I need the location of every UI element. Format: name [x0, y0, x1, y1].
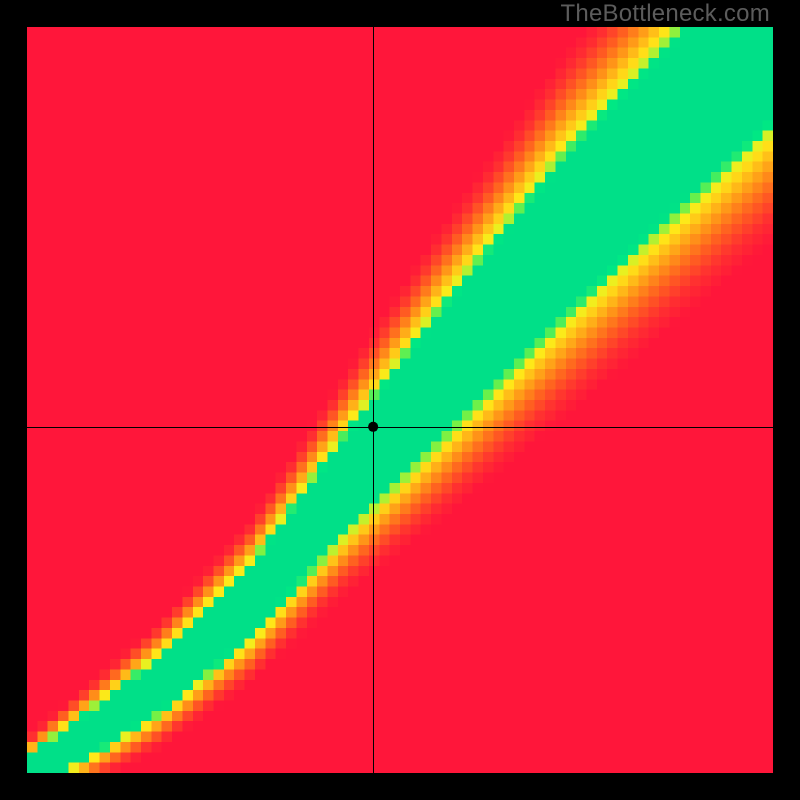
- chart-frame: [27, 27, 773, 773]
- watermark-label: TheBottleneck.com: [560, 0, 770, 28]
- crosshair-overlay: [27, 27, 773, 773]
